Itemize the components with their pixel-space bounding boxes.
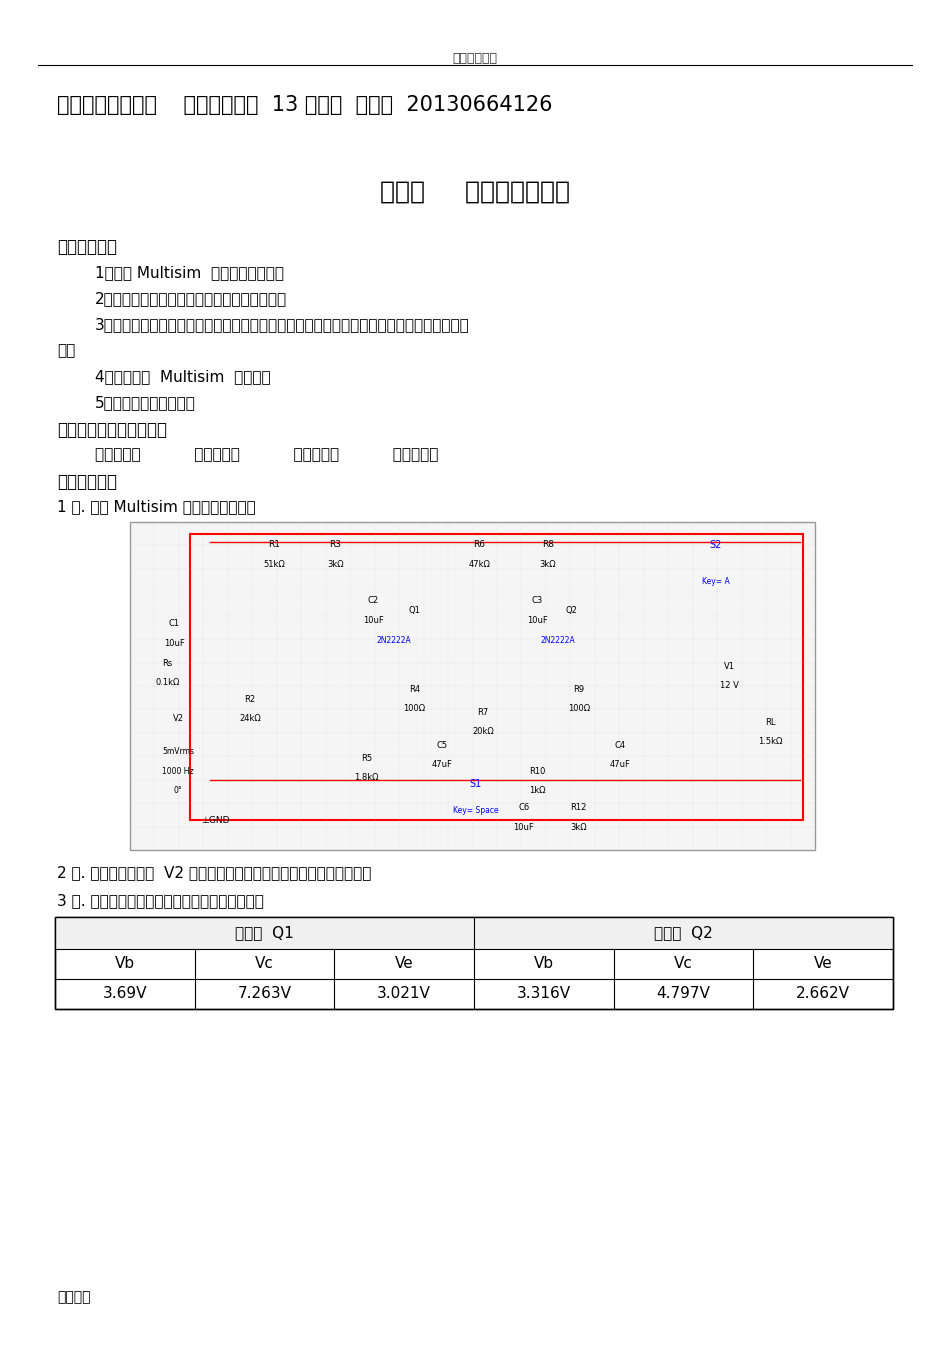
- Text: R7: R7: [477, 707, 488, 717]
- Text: 1.5kΩ: 1.5kΩ: [758, 737, 783, 746]
- Bar: [130, 522, 815, 850]
- Text: R5: R5: [361, 753, 371, 763]
- Text: 1kΩ: 1kΩ: [529, 787, 546, 795]
- Text: Ve: Ve: [814, 956, 832, 971]
- Text: 3kΩ: 3kΩ: [540, 560, 556, 569]
- Text: Vb: Vb: [115, 956, 135, 971]
- Bar: [55, 917, 893, 1009]
- Text: V1: V1: [724, 662, 735, 671]
- Text: 精彩文档: 精彩文档: [57, 1290, 90, 1305]
- Text: S2: S2: [710, 539, 722, 550]
- Text: 47uF: 47uF: [609, 760, 630, 769]
- Text: R8: R8: [542, 541, 554, 550]
- Text: 12 V: 12 V: [720, 682, 739, 690]
- Text: 100Ω: 100Ω: [567, 705, 590, 713]
- Text: C6: C6: [519, 803, 529, 812]
- Text: 5mVrms: 5mVrms: [162, 746, 194, 756]
- Text: 100Ω: 100Ω: [403, 705, 426, 713]
- Text: 2 、. 调节信号发生器  V2 的大小，使输出端在开环情况下输出不失真。: 2 、. 调节信号发生器 V2 的大小，使输出端在开环情况下输出不失真。: [57, 865, 371, 880]
- Text: 4、学习掌握  Multisim  交流分析: 4、学习掌握 Multisim 交流分析: [95, 369, 271, 385]
- Text: 实验三     负反馈放大电路: 实验三 负反馈放大电路: [380, 180, 570, 204]
- Text: 3.316V: 3.316V: [517, 986, 571, 1002]
- Text: 0°: 0°: [174, 787, 182, 795]
- Text: 1 、. 启动 Multisim ，并画出如下电路: 1 、. 启动 Multisim ，并画出如下电路: [57, 499, 256, 514]
- Text: 5、学会开关元件的使用: 5、学会开关元件的使用: [95, 395, 196, 410]
- Text: 2N2222A: 2N2222A: [376, 636, 411, 644]
- Text: 47uF: 47uF: [431, 760, 452, 769]
- Text: 3、学习负反馈放大器静态工作点、电压放大倍数、输入电阻、输出电阻的开环和闭环仿真方: 3、学习负反馈放大器静态工作点、电压放大倍数、输入电阻、输出电阻的开环和闭环仿真…: [95, 317, 469, 332]
- Text: 3kΩ: 3kΩ: [327, 560, 344, 569]
- Text: 1、熟悉 Multisim  软件的使用方法。: 1、熟悉 Multisim 软件的使用方法。: [95, 265, 284, 280]
- Text: 二、虚拟实验仪器及器材: 二、虚拟实验仪器及器材: [57, 421, 167, 438]
- Text: Vb: Vb: [534, 956, 554, 971]
- Text: 47kΩ: 47kΩ: [468, 560, 490, 569]
- Text: 24kΩ: 24kΩ: [239, 714, 260, 724]
- Text: 10uF: 10uF: [527, 616, 548, 625]
- Text: 4.797V: 4.797V: [656, 986, 711, 1002]
- Text: R2: R2: [244, 694, 256, 703]
- Text: 三极管  Q2: 三极管 Q2: [655, 925, 712, 940]
- Text: R12: R12: [571, 803, 587, 812]
- Text: 10uF: 10uF: [363, 616, 384, 625]
- Text: 1000 Hz: 1000 Hz: [162, 767, 194, 776]
- Text: R1: R1: [268, 541, 280, 550]
- Text: R9: R9: [573, 685, 584, 694]
- Text: 2.662V: 2.662V: [796, 986, 850, 1002]
- Text: 20kΩ: 20kΩ: [472, 728, 494, 737]
- Text: 实用标准文案: 实用标准文案: [452, 52, 498, 65]
- Text: Key= Space: Key= Space: [453, 806, 499, 815]
- Text: C2: C2: [368, 596, 379, 605]
- Text: C3: C3: [532, 596, 543, 605]
- Text: 51kΩ: 51kΩ: [263, 560, 285, 569]
- Text: Q1: Q1: [408, 607, 420, 615]
- Text: 3.021V: 3.021V: [377, 986, 431, 1002]
- Text: Vc: Vc: [674, 956, 693, 971]
- Text: 10uF: 10uF: [164, 639, 185, 648]
- Text: C5: C5: [436, 741, 447, 749]
- Text: 3kΩ: 3kΩ: [570, 823, 587, 831]
- Text: R6: R6: [473, 541, 485, 550]
- Text: Q2: Q2: [566, 607, 578, 615]
- Text: 三、实验步骤: 三、实验步骤: [57, 473, 117, 491]
- Text: 一、实验目的: 一、实验目的: [57, 238, 117, 256]
- Bar: [190, 534, 803, 820]
- Text: R10: R10: [529, 767, 545, 776]
- Text: V2: V2: [173, 714, 183, 724]
- Text: 7.263V: 7.263V: [238, 986, 292, 1002]
- Text: 1.8kΩ: 1.8kΩ: [354, 773, 378, 783]
- Text: C4: C4: [615, 741, 625, 749]
- Bar: [55, 917, 893, 950]
- Text: R3: R3: [330, 541, 341, 550]
- Text: ⊥GND: ⊥GND: [201, 816, 230, 824]
- Text: 0.1kΩ: 0.1kΩ: [156, 678, 180, 687]
- Text: 2、掌握负反馈放大电路对放大器性能的影响。: 2、掌握负反馈放大电路对放大器性能的影响。: [95, 291, 287, 307]
- Text: 法。: 法。: [57, 343, 75, 358]
- Text: 10uF: 10uF: [514, 823, 534, 831]
- Text: Vc: Vc: [255, 956, 274, 971]
- Text: RL: RL: [766, 718, 776, 726]
- Text: Rs: Rs: [162, 659, 173, 667]
- Text: Key= A: Key= A: [702, 577, 730, 585]
- Text: 3.69V: 3.69V: [103, 986, 147, 1002]
- Text: S1: S1: [470, 779, 482, 790]
- Text: 2N2222A: 2N2222A: [541, 636, 576, 644]
- Text: 三极管  Q1: 三极管 Q1: [236, 925, 294, 940]
- Bar: [55, 917, 893, 1009]
- Text: C1: C1: [169, 619, 180, 628]
- Text: 双踪示波器           信号发生器           交流毫伏表           数字万用表: 双踪示波器 信号发生器 交流毫伏表 数字万用表: [95, 447, 438, 461]
- Text: Ve: Ve: [395, 956, 413, 971]
- Text: 3 、. 启动直流工作点分析，记录数据，填入下表: 3 、. 启动直流工作点分析，记录数据，填入下表: [57, 893, 264, 908]
- Text: 模电仿真实验报告    机电工程学院  13 物理学  李晓翠  20130664126: 模电仿真实验报告 机电工程学院 13 物理学 李晓翠 20130664126: [57, 95, 553, 116]
- Text: R4: R4: [408, 685, 420, 694]
